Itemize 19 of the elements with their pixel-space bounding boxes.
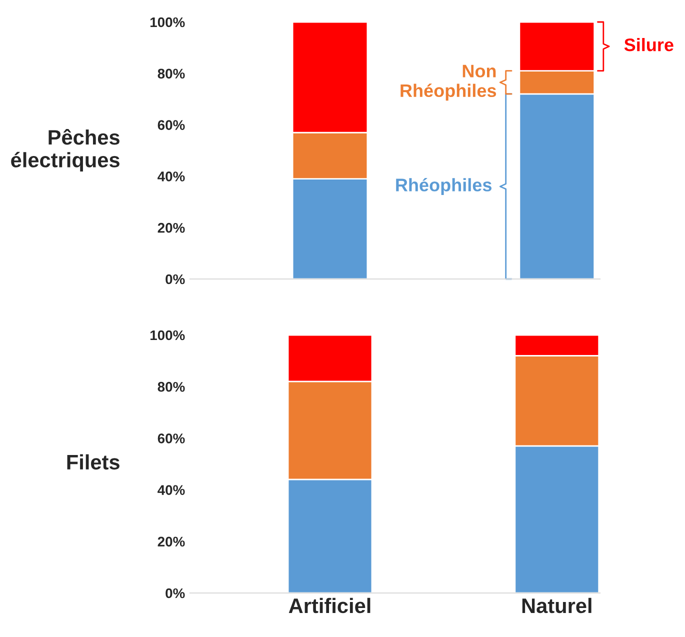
x-tick-label: Artificiel (288, 598, 370, 614)
y-tick-label: 0% (166, 274, 185, 284)
y-tick-label: 40% (158, 172, 185, 182)
series-label: Silure (624, 38, 674, 52)
y-tick-label: 100% (150, 17, 185, 28)
y-tick-label: 20% (158, 536, 185, 547)
series-label: Rhéophiles (396, 178, 492, 195)
y-tick-label: 80% (158, 68, 185, 79)
legend-label: Non Rhéophiles (400, 64, 496, 101)
x-tick-label: Naturel (522, 598, 592, 614)
y-tick-label: 60% (158, 434, 185, 444)
y-tick-label: 40% (158, 485, 185, 495)
y-tick-label: 60% (158, 120, 185, 130)
y-axis-title: Pêches électriques (11, 129, 120, 172)
y-tick-label: 0% (166, 588, 185, 598)
y-tick-label: 100% (150, 330, 185, 340)
y-axis-title: Filets (67, 454, 120, 470)
y-tick-label: 80% (158, 382, 185, 392)
y-tick-label: 20% (158, 222, 185, 233)
